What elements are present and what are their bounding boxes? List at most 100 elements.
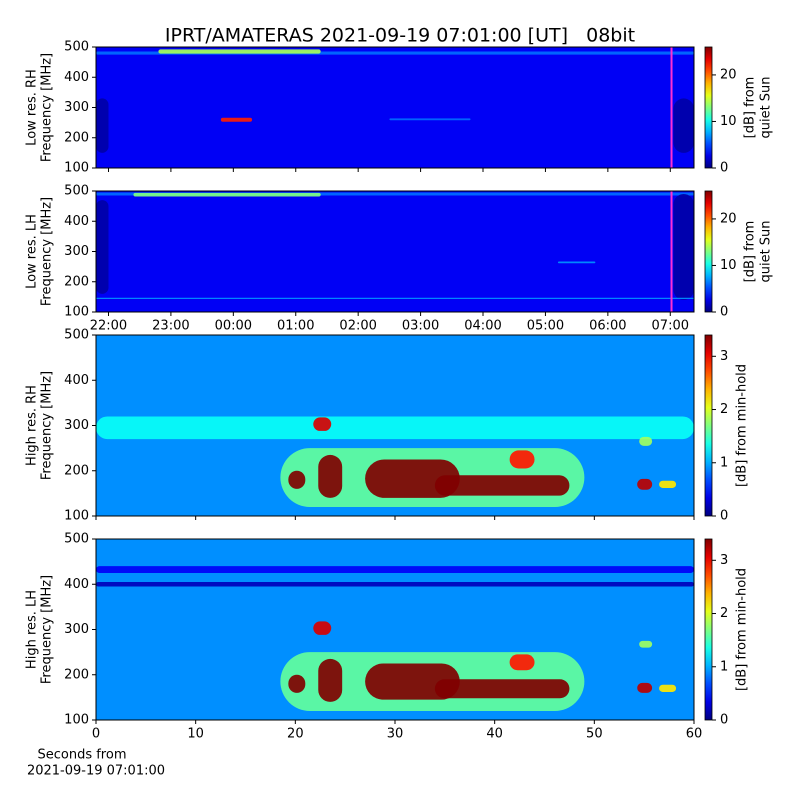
plot-area bbox=[96, 539, 694, 720]
y-tick-label: 400 bbox=[64, 214, 89, 229]
colorbar-label: [dB] from min-hold bbox=[735, 568, 750, 691]
spectral-feature bbox=[673, 98, 694, 153]
y-tick-label: 300 bbox=[64, 100, 89, 115]
y-tick-label: 300 bbox=[64, 418, 89, 433]
colorbar-tick-label: 0 bbox=[720, 305, 728, 320]
x-axis-label: 2021-09-19 07:01:00 bbox=[27, 764, 165, 779]
colorbar-tick-label: 0 bbox=[720, 161, 728, 176]
colorbar-tick-label: 2 bbox=[720, 402, 728, 417]
x-tick-label: 03:00 bbox=[402, 319, 439, 334]
colorbar bbox=[704, 190, 713, 313]
spectral-feature bbox=[639, 640, 653, 648]
colorbar-tick-label: 0 bbox=[720, 713, 728, 728]
y-tick-label: 400 bbox=[64, 70, 89, 85]
x-axis-label: Seconds from bbox=[37, 748, 126, 763]
y-axis-label: High res. RH bbox=[25, 385, 40, 466]
plot-area bbox=[96, 335, 694, 516]
colorbar-tick-label: 3 bbox=[720, 553, 728, 568]
y-axis-label: Low res. LH bbox=[25, 214, 40, 289]
spectral-feature bbox=[509, 654, 535, 671]
chart-title: IPRT/AMATERAS 2021-09-19 07:01:00 [UT] 0… bbox=[165, 25, 635, 47]
y-tick-label: 100 bbox=[64, 305, 89, 320]
spectral-feature bbox=[557, 261, 596, 264]
colorbar-tick-label: 0 bbox=[720, 509, 728, 524]
x-tick-label: 40 bbox=[486, 727, 503, 742]
plot-area bbox=[96, 191, 694, 312]
y-tick-label: 500 bbox=[64, 184, 89, 199]
spectral-feature bbox=[509, 450, 535, 469]
y-tick-label: 100 bbox=[64, 713, 89, 728]
y-tick-label: 400 bbox=[64, 373, 89, 388]
background bbox=[96, 191, 694, 312]
x-tick-label: 20 bbox=[287, 727, 304, 742]
y-axis-label: Frequency [MHz] bbox=[40, 197, 55, 306]
colorbar-label: [dB] from min-hold bbox=[735, 364, 750, 487]
x-tick-label: 01:00 bbox=[277, 319, 314, 334]
colorbar bbox=[704, 46, 713, 169]
spectral-feature bbox=[288, 674, 306, 693]
spectral-feature bbox=[637, 478, 653, 490]
y-axis-label: High res. LH bbox=[25, 590, 40, 669]
x-tick-label: 23:00 bbox=[152, 319, 189, 334]
colorbar-tick-label: 10 bbox=[720, 114, 737, 129]
y-tick-label: 200 bbox=[64, 463, 89, 478]
spectral-feature bbox=[96, 200, 109, 294]
spectral-feature bbox=[639, 436, 653, 446]
spectral-feature bbox=[659, 684, 677, 692]
spectral-feature bbox=[133, 192, 321, 197]
colorbar-tick-label: 1 bbox=[720, 455, 728, 470]
spectral-feature bbox=[96, 297, 694, 299]
spectral-feature bbox=[96, 416, 694, 440]
colorbar-tick-label: 3 bbox=[720, 349, 728, 364]
y-tick-label: 500 bbox=[64, 40, 89, 55]
colorbar-label: [dB] from bbox=[743, 77, 758, 139]
y-tick-label: 500 bbox=[64, 328, 89, 343]
spectral-feature bbox=[434, 679, 570, 699]
colorbar-tick-label: 20 bbox=[720, 67, 737, 82]
x-tick-label: 06:00 bbox=[589, 319, 626, 334]
x-tick-label: 04:00 bbox=[464, 319, 501, 334]
x-tick-label: 00:00 bbox=[215, 319, 252, 334]
x-tick-label: 02:00 bbox=[339, 319, 376, 334]
y-axis-label: Low res. RH bbox=[25, 69, 40, 146]
colorbar bbox=[704, 334, 713, 517]
y-tick-label: 200 bbox=[64, 667, 89, 682]
y-tick-label: 500 bbox=[64, 532, 89, 547]
x-tick-label: 60 bbox=[686, 727, 703, 742]
y-axis-label: Frequency [MHz] bbox=[40, 371, 55, 480]
x-tick-label: 30 bbox=[387, 727, 404, 742]
spectral-feature bbox=[389, 118, 471, 121]
spectral-feature bbox=[96, 98, 109, 153]
x-tick-label: 0 bbox=[92, 727, 100, 742]
y-tick-label: 300 bbox=[64, 244, 89, 259]
spectral-feature bbox=[318, 454, 343, 498]
spectral-feature bbox=[434, 475, 570, 496]
colorbar-label: quiet Sun bbox=[759, 220, 774, 282]
y-axis-label: Frequency [MHz] bbox=[40, 53, 55, 162]
y-tick-label: 200 bbox=[64, 130, 89, 145]
spectral-feature bbox=[96, 566, 694, 573]
y-tick-label: 100 bbox=[64, 161, 89, 176]
y-tick-label: 300 bbox=[64, 622, 89, 637]
colorbar-tick-label: 2 bbox=[720, 606, 728, 621]
spectral-feature bbox=[158, 49, 321, 54]
colorbar-tick-label: 1 bbox=[720, 659, 728, 674]
spectral-feature bbox=[659, 480, 677, 488]
spectral-feature bbox=[96, 581, 694, 587]
spectral-feature bbox=[673, 194, 694, 300]
spectral-feature bbox=[313, 621, 332, 635]
y-tick-label: 200 bbox=[64, 274, 89, 289]
colorbar-label: [dB] from bbox=[743, 221, 758, 283]
background bbox=[96, 47, 694, 168]
x-tick-label: 05:00 bbox=[527, 319, 564, 334]
y-tick-label: 400 bbox=[64, 577, 89, 592]
x-tick-label: 22:00 bbox=[90, 319, 127, 334]
spectral-feature bbox=[288, 470, 306, 489]
x-tick-label: 50 bbox=[586, 727, 603, 742]
y-axis-label: Frequency [MHz] bbox=[40, 575, 55, 684]
x-tick-label: 10 bbox=[187, 727, 204, 742]
plot-area bbox=[96, 47, 694, 168]
colorbar-label: quiet Sun bbox=[759, 76, 774, 138]
spectral-feature bbox=[220, 117, 253, 122]
